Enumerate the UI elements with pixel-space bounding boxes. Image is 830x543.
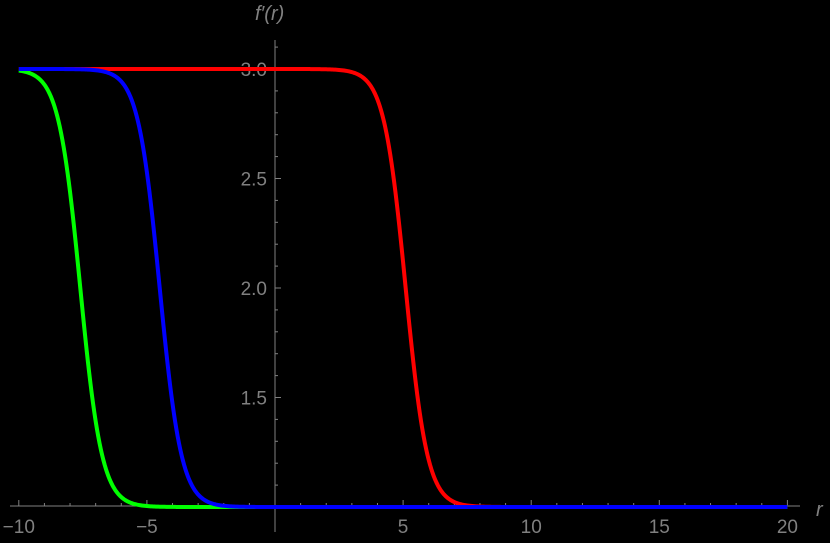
series-blue-line	[18, 67, 789, 509]
x-tick-label: −5	[136, 517, 158, 538]
x-tick-label: 5	[398, 517, 409, 538]
x-tick-label: 15	[649, 517, 670, 538]
axes: −10 −5 5 10 15 20 1.52.02.53.0 r f′(r)	[3, 3, 824, 538]
x-tick-label: 10	[521, 517, 542, 538]
y-axis-label: f′(r)	[255, 3, 284, 25]
x-axis-label: r	[816, 499, 824, 521]
series-red-line	[18, 67, 789, 509]
y-tick-label: 1.5	[241, 389, 267, 410]
x-ticks: −10 −5 5 10 15 20	[3, 500, 798, 538]
series-green-line	[18, 68, 789, 509]
y-tick-label: 2.5	[241, 170, 267, 191]
x-tick-label: 20	[777, 517, 798, 538]
series-group	[18, 67, 789, 509]
x-tick-label: −10	[3, 517, 35, 538]
y-tick-label: 2.0	[241, 279, 267, 300]
